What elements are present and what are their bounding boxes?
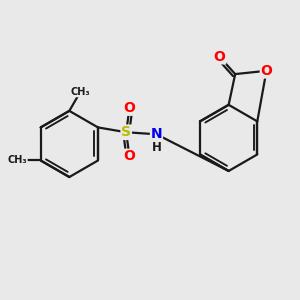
Text: O: O <box>124 149 135 164</box>
Text: S: S <box>121 125 131 139</box>
Text: N: N <box>151 127 162 141</box>
Text: O: O <box>214 50 226 64</box>
Text: O: O <box>260 64 272 78</box>
Text: CH₃: CH₃ <box>8 155 27 166</box>
Text: H: H <box>152 141 161 154</box>
Text: O: O <box>124 101 135 115</box>
Text: CH₃: CH₃ <box>70 87 90 97</box>
